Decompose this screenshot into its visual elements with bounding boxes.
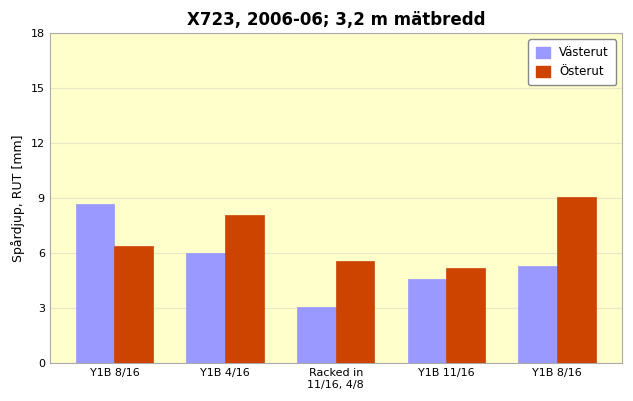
- Bar: [446, 268, 485, 363]
- Y-axis label: Spårdjup, RUT [mm]: Spårdjup, RUT [mm]: [11, 135, 25, 262]
- Bar: [518, 266, 557, 363]
- Legend: Västerut, Österut: Västerut, Österut: [529, 39, 616, 85]
- Bar: [225, 215, 264, 363]
- Bar: [115, 246, 153, 363]
- Title: X723, 2006-06; 3,2 m mätbredd: X723, 2006-06; 3,2 m mätbredd: [187, 11, 485, 29]
- Bar: [557, 196, 596, 363]
- Bar: [297, 307, 335, 363]
- Bar: [335, 261, 375, 363]
- Bar: [186, 253, 225, 363]
- Bar: [75, 204, 115, 363]
- Bar: [408, 279, 446, 363]
